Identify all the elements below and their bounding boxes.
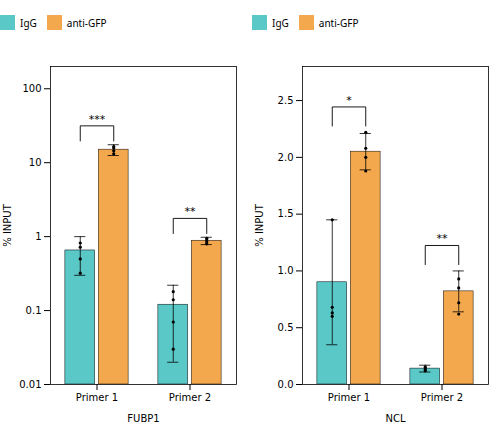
svg-text:Primer 2: Primer 2 xyxy=(169,392,211,403)
html-text:anti-GFP: anti-GFP xyxy=(318,15,359,30)
svg-text:0.0: 0.0 xyxy=(278,379,294,390)
svg-text:100: 100 xyxy=(22,83,41,94)
svg-text:1: 1 xyxy=(35,231,41,242)
svg-text:2.5: 2.5 xyxy=(278,95,294,106)
svg-text:**: ** xyxy=(185,205,197,218)
html-text:anti-GFP: anti-GFP xyxy=(66,15,107,30)
svg-text:Primer 1: Primer 1 xyxy=(76,392,118,403)
html-text:IgG: IgG xyxy=(20,15,37,30)
svg-text:0.5: 0.5 xyxy=(278,322,294,333)
svg-text:2.0: 2.0 xyxy=(278,152,294,163)
svg-text:1.5: 1.5 xyxy=(278,208,294,219)
svg-text:*: * xyxy=(346,94,352,107)
svg-text:0.01: 0.01 xyxy=(19,379,41,390)
svg-text:Primer 2: Primer 2 xyxy=(421,392,463,403)
svg-text:**: ** xyxy=(437,232,449,245)
svg-text:% INPUT: % INPUT xyxy=(2,203,13,246)
svg-text:10: 10 xyxy=(29,157,42,168)
svg-text:NCL: NCL xyxy=(385,413,405,424)
svg-text:1.0: 1.0 xyxy=(278,265,294,276)
svg-text:FUBP1: FUBP1 xyxy=(127,413,159,424)
svg-text:***: *** xyxy=(89,113,106,126)
html-text:IgG: IgG xyxy=(272,15,289,30)
svg-text:Primer 1: Primer 1 xyxy=(328,392,370,403)
svg-text:0.1: 0.1 xyxy=(26,305,42,316)
svg-text:% INPUT: % INPUT xyxy=(254,203,265,246)
